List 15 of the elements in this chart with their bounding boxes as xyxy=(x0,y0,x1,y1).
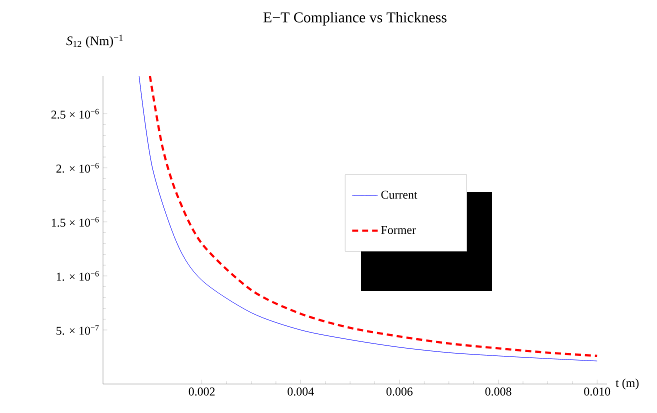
x-tick-label: 0.004 xyxy=(288,388,314,396)
y-tick-label: 1. × 10$^{−6}$ xyxy=(56,271,99,281)
y-axis-title: S$_{12}$ (Nm)$^{−1}$ xyxy=(66,34,123,48)
x-tick-label: 0.006 xyxy=(386,388,413,396)
y-tick-label: 2. × 10$^{−6}$ xyxy=(56,162,99,173)
x-tick-label: 0.010 xyxy=(584,388,610,396)
y-tick-label: 2.5 × 10$^{−6}$ xyxy=(51,108,99,119)
legend-label: Former xyxy=(381,226,416,234)
y-tick-label: 5. × 10$^{−7}$ xyxy=(56,325,99,335)
x-tick-label: 0.002 xyxy=(188,388,215,396)
legend-label: Current xyxy=(381,190,418,199)
y-tick-label: 1.5 × 10$^{−6}$ xyxy=(52,216,99,227)
chart-title: E−T Compliance vs Thickness xyxy=(263,12,446,26)
x-tick-label: 0.008 xyxy=(485,388,512,396)
x-axis-title: t (m) xyxy=(616,378,639,390)
